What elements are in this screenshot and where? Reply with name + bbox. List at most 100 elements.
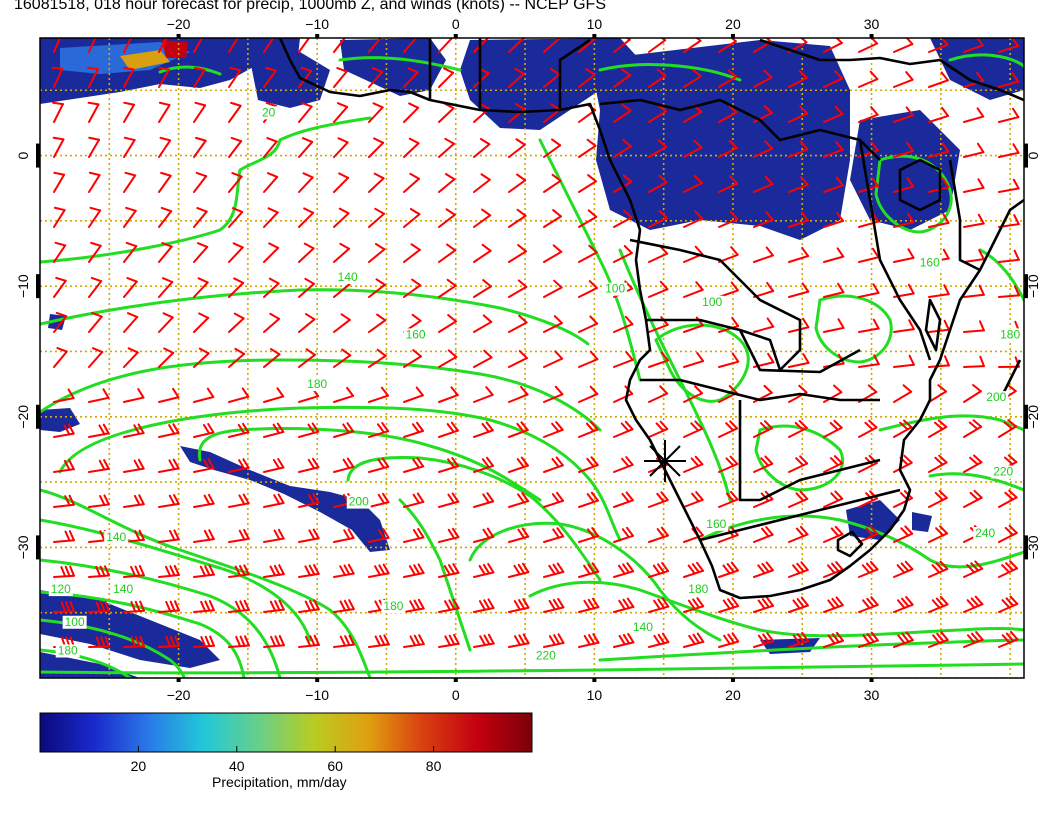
contour-label-bg: [998, 328, 1023, 342]
contour-label: 120: [51, 582, 71, 596]
wind-barb: [123, 206, 137, 228]
wind-barb: [928, 355, 950, 368]
wind-barb: [928, 489, 948, 508]
wind-barb: [578, 209, 598, 228]
precip-area-band-south-atlantic: [180, 446, 390, 552]
precip-area-south-east-africa: [846, 500, 900, 540]
wind-barb: [53, 459, 75, 473]
wind-barb: [508, 173, 527, 193]
wind-barb: [998, 38, 1020, 53]
wind-barb: [403, 278, 422, 298]
wind-barb: [648, 139, 668, 158]
wind-barb: [333, 207, 350, 228]
lat-tick-right: [1024, 535, 1028, 560]
wind-barb: [403, 172, 421, 193]
wind-barb: [823, 176, 844, 193]
wind-barb: [508, 208, 527, 228]
wind-barb: [753, 246, 774, 263]
wind-barb: [613, 456, 634, 473]
wind-barb: [753, 561, 774, 578]
wind-barb: [893, 631, 914, 648]
wind-barb: [928, 284, 950, 298]
wind-barb: [823, 211, 845, 228]
wind-barb: [263, 242, 280, 263]
wind-barb: [88, 494, 110, 508]
wind-barb: [718, 352, 740, 368]
wind-barb: [578, 385, 599, 403]
wind-barb: [823, 525, 844, 543]
colorbar: [39, 712, 533, 753]
wind-barb: [893, 525, 914, 543]
wind-barb: [473, 243, 492, 263]
wind-barb: [613, 245, 633, 263]
wind-barb: [368, 528, 390, 543]
wind-barb: [53, 206, 66, 228]
wind-barb: [333, 172, 350, 193]
wind-barb: [508, 314, 528, 333]
wind-barb: [753, 175, 774, 193]
wind-barb: [788, 69, 808, 88]
wind-barb: [88, 347, 104, 368]
wind-barb: [298, 528, 320, 543]
lat-tick-left: [36, 404, 40, 429]
wind-barb: [368, 38, 382, 53]
contour-label-bg: [256, 106, 281, 120]
wind-barb: [998, 419, 1018, 438]
wind-barb: [403, 634, 425, 648]
wind-barb: [368, 243, 386, 263]
wind-barb: [613, 562, 635, 578]
wind-barb: [543, 315, 563, 333]
wind-barb: [963, 454, 983, 473]
location-marker: [644, 440, 686, 482]
wind-barb: [893, 38, 914, 53]
lat-tick-right: [1024, 274, 1028, 299]
wind-barb: [508, 492, 530, 508]
lon-tick-bottom: [730, 678, 735, 682]
wind-barb: [648, 68, 667, 88]
wind-barb: [543, 456, 564, 473]
wind-barb: [88, 459, 110, 473]
wind-barb: [578, 597, 600, 613]
wind-barb: [228, 136, 243, 158]
wind-barb: [298, 137, 314, 158]
wind-barb: [613, 351, 634, 368]
wind-barb: [298, 207, 315, 228]
wind-barb: [823, 596, 844, 613]
contour-line: [398, 498, 472, 652]
border-east-2: [948, 159, 981, 272]
wind-barb: [158, 242, 173, 263]
contour-label: 20: [262, 105, 276, 119]
wind-barb: [858, 247, 880, 263]
wind-barb: [718, 175, 739, 193]
contour-label: 180: [58, 643, 78, 657]
wind-barb: [613, 420, 634, 438]
wind-barb: [158, 66, 171, 88]
contour-label: 100: [605, 282, 625, 296]
wind-barb: [158, 458, 180, 473]
wind-barb: [648, 280, 669, 298]
contour-line: [814, 294, 893, 364]
wind-barb: [788, 490, 809, 508]
contour-label-bg: [630, 620, 655, 634]
wind-barb: [193, 66, 206, 88]
wind-barb: [333, 313, 351, 333]
border-botswana: [738, 400, 881, 502]
wind-barb: [858, 525, 879, 543]
wind-barb: [403, 563, 425, 578]
wind-barb: [893, 248, 915, 263]
wind-barb: [88, 276, 103, 298]
wind-barb: [543, 244, 563, 263]
wind-barb: [893, 319, 915, 333]
wind-barb: [88, 312, 103, 333]
precip-area-north-centre: [340, 38, 446, 96]
wind-barb: [788, 140, 809, 158]
wind-barb: [123, 565, 145, 578]
contour-line: [468, 521, 722, 642]
wind-barb: [368, 563, 390, 578]
wind-barb: [158, 635, 180, 648]
lat-tick-label-right: −20: [1025, 405, 1041, 429]
wind-barb: [228, 66, 242, 88]
wind-barb: [333, 102, 349, 123]
wind-barb: [193, 136, 207, 158]
wind-barb: [998, 524, 1018, 543]
